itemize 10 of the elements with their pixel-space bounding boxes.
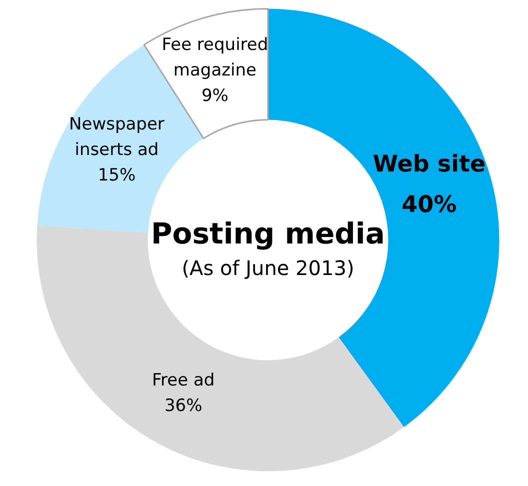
data-label: 15% <box>98 165 136 186</box>
slice-label: Web site <box>372 152 486 178</box>
text: Posting media <box>151 216 385 251</box>
slice-label: Fee required magazine <box>162 35 268 81</box>
text: (As of June 2013) <box>182 256 354 280</box>
data-label: 36% <box>164 396 202 416</box>
data-label: 9% <box>201 86 228 106</box>
slice-label: Newspaper inserts ad <box>69 114 164 160</box>
slice-label: Free ad <box>152 370 215 391</box>
data-label: 40% <box>402 192 457 218</box>
